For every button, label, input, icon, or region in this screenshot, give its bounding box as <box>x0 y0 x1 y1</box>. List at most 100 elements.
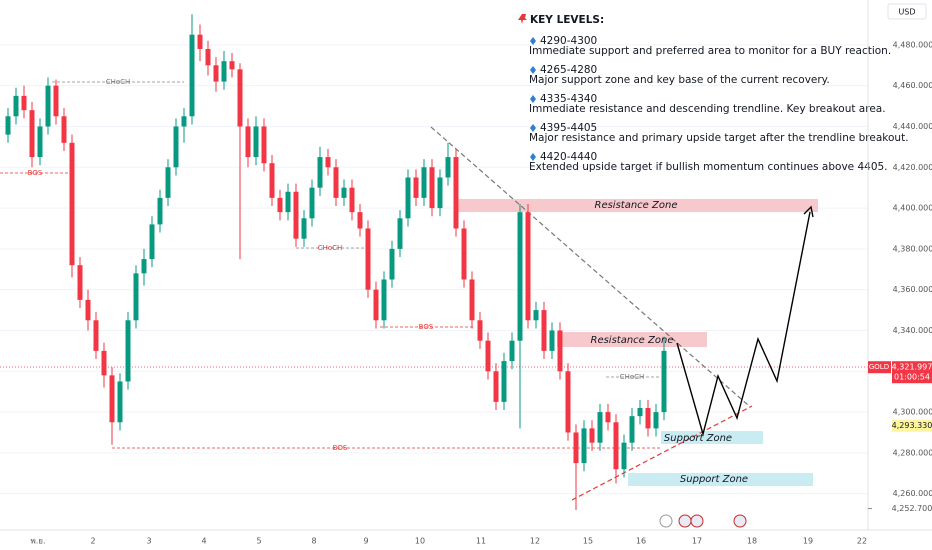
candle-body <box>653 412 659 429</box>
low-price-label: 4,252.700 <box>892 504 932 513</box>
candle-body <box>429 167 435 209</box>
y-tick-label: 4,460.000 <box>893 81 932 90</box>
marker-price-box <box>892 419 932 432</box>
choch-label: CHoCH <box>620 373 645 381</box>
diamond-icon <box>530 124 536 132</box>
candle-body <box>509 340 515 362</box>
candle-body <box>61 116 67 143</box>
candle-body <box>373 289 379 321</box>
pin-icon <box>518 14 527 24</box>
trendline <box>430 126 749 406</box>
x-tick-label: 2 <box>90 537 95 546</box>
candle-body <box>413 177 419 198</box>
level-text: Major resistance and primary upside targ… <box>529 132 909 144</box>
candle-body <box>237 69 243 127</box>
candle-body <box>173 126 179 168</box>
countdown: 01:00:54 <box>894 373 930 382</box>
event-icon <box>733 514 747 528</box>
projection-path <box>676 211 811 437</box>
candle-body <box>589 428 595 443</box>
event-icon <box>678 514 692 528</box>
y-axis: 4,260.0004,280.0004,300.0004,320.0004,34… <box>868 40 932 513</box>
candle-body <box>317 157 323 188</box>
candle-body <box>77 265 83 300</box>
candle-body <box>93 320 99 351</box>
level-range: 4395-4405 <box>540 122 597 134</box>
candle-body <box>301 218 307 239</box>
candle-body <box>381 279 387 321</box>
candle-body <box>181 116 187 127</box>
x-tick-label: 19 <box>803 537 813 546</box>
y-tick-label: 4,420.000 <box>893 163 932 172</box>
candle-body <box>357 212 363 229</box>
level-range: 4265-4280 <box>540 64 597 76</box>
candle-body <box>645 408 651 429</box>
candle-body <box>229 61 235 70</box>
diamond-icon <box>530 153 536 161</box>
candle-body <box>197 34 203 49</box>
candle-body <box>549 330 555 351</box>
candle-body <box>637 408 643 417</box>
x-tick-label: 8 <box>311 537 316 546</box>
candle-body <box>109 375 115 423</box>
candle-body <box>333 167 339 198</box>
trendline <box>571 405 753 501</box>
candle-body <box>125 320 131 382</box>
x-tick-label: พ.ย. <box>30 537 45 546</box>
candle-body <box>445 157 451 178</box>
y-tick-label: 4,480.000 <box>893 40 932 49</box>
candle-body <box>453 157 459 229</box>
event-icon <box>659 514 673 528</box>
y-tick-label: 4,260.000 <box>893 489 932 498</box>
candle-body <box>405 177 411 219</box>
candle-body <box>149 224 155 260</box>
bos-label: BOS <box>419 323 434 331</box>
candle-body <box>517 212 523 341</box>
candle-body <box>469 279 475 321</box>
bos-label: BOS <box>28 169 43 177</box>
symbol-box <box>868 361 891 374</box>
candle-body <box>597 412 603 443</box>
candle-body <box>285 191 291 213</box>
diamond-icon <box>530 37 536 45</box>
bos-label: BOS <box>333 444 348 452</box>
candle-body <box>573 432 579 464</box>
candle-body <box>205 48 211 66</box>
candle-body <box>565 371 571 433</box>
projection-arrow <box>803 205 814 218</box>
candle-body <box>101 350 107 376</box>
y-tick-label: 4,280.000 <box>893 448 932 457</box>
x-tick-label: 15 <box>583 537 593 546</box>
candle-body <box>245 126 251 158</box>
candle-body <box>477 320 483 341</box>
candle-body <box>613 422 619 470</box>
candle-body <box>341 187 347 198</box>
candle-body <box>189 34 195 117</box>
x-tick-label: 18 <box>747 537 757 546</box>
candle-body <box>541 310 547 351</box>
marker-price-label: 4,293.330 <box>892 421 932 430</box>
x-tick-label: 16 <box>636 537 646 546</box>
candle-body <box>485 340 491 372</box>
candle-body <box>525 212 531 321</box>
last-price-label: 4,321.997 <box>892 363 932 372</box>
candle-body <box>253 126 259 158</box>
candle-body <box>21 95 27 111</box>
y-tick-label: 4,340.000 <box>893 326 932 335</box>
candle-body <box>133 273 139 321</box>
candle-body <box>277 197 283 213</box>
y-tick-label: 4,440.000 <box>893 122 932 131</box>
candle-body <box>261 126 267 164</box>
choch-label: CHoCH <box>106 78 131 86</box>
x-tick-label: 12 <box>530 537 540 546</box>
x-axis: พ.ย. 2 3 4 5 8 9 10 11 12 15 16 17 18 19 22 <box>30 537 867 546</box>
currency-box <box>887 3 927 20</box>
level-text: Extended upside target if bullish moment… <box>529 161 888 173</box>
level-text: Immediate resistance and descending tren… <box>529 103 886 115</box>
zone-label: Support Zone <box>664 433 732 444</box>
candle-body <box>269 163 275 198</box>
candle-body <box>421 167 427 198</box>
x-tick-label: 17 <box>692 537 702 546</box>
candle-body <box>69 142 75 266</box>
